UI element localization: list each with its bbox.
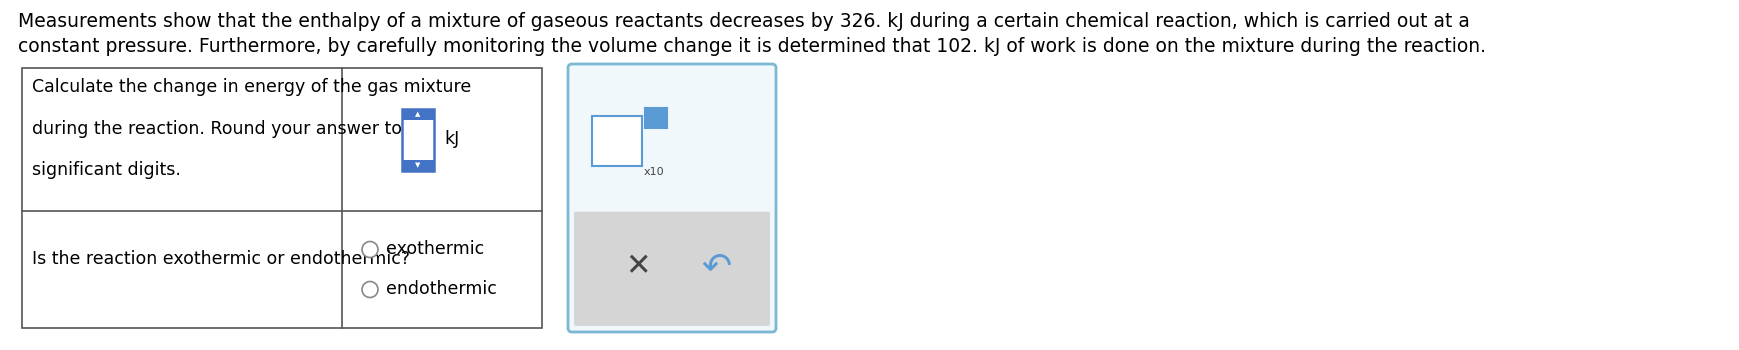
Text: Measurements show that the enthalpy of a mixture of gaseous reactants decreases : Measurements show that the enthalpy of a…	[17, 12, 1469, 31]
Text: Is the reaction exothermic or endothermic?: Is the reaction exothermic or endothermi…	[31, 251, 410, 268]
Bar	[645, 108, 666, 128]
FancyBboxPatch shape	[574, 70, 770, 216]
Text: exothermic: exothermic	[386, 240, 483, 259]
Text: ▼: ▼	[416, 162, 421, 168]
Text: ✕: ✕	[624, 252, 650, 281]
Text: kJ: kJ	[443, 131, 459, 148]
Bar	[591, 116, 642, 166]
Bar	[402, 160, 433, 170]
Text: endothermic: endothermic	[386, 280, 497, 299]
Text: constant pressure. Furthermore, by carefully monitoring the volume change it is : constant pressure. Furthermore, by caref…	[17, 37, 1485, 56]
Bar	[23, 68, 541, 328]
FancyBboxPatch shape	[574, 212, 770, 326]
Bar	[402, 108, 433, 119]
Circle shape	[362, 241, 377, 258]
Circle shape	[362, 281, 377, 298]
FancyBboxPatch shape	[567, 64, 776, 332]
Text: ▲: ▲	[416, 111, 421, 117]
Text: Calculate the change in energy of the gas mixture

during the reaction. Round yo: Calculate the change in energy of the ga…	[31, 78, 471, 179]
Text: x10: x10	[643, 167, 664, 177]
Bar	[402, 108, 433, 170]
Text: ↶: ↶	[701, 250, 730, 284]
